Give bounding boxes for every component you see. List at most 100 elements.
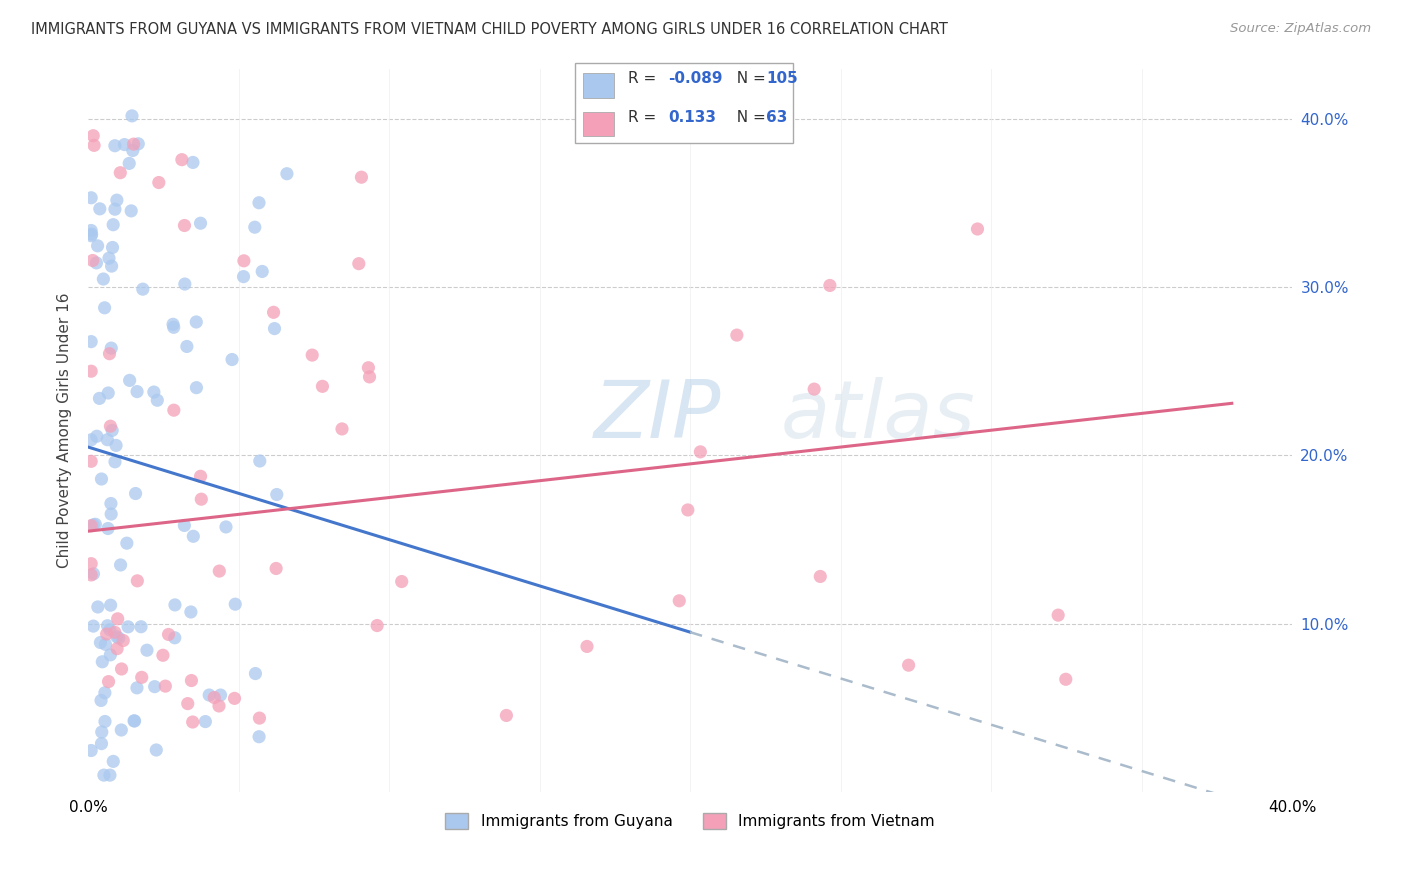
Point [105,630,128,644]
Point [93,301,115,315]
Point [247,195,270,210]
Point [359,370,381,384]
Point [80,433,103,447]
Point [190,469,212,483]
Point [121,144,143,158]
Point [105,438,128,452]
Point [112,633,135,648]
Point [94,714,117,729]
Point [224,597,246,611]
Point [80,518,103,533]
Point [80,743,103,757]
Point [232,269,254,284]
Y-axis label: Child Poverty Among Girls Under 16: Child Poverty Among Girls Under 16 [58,293,72,568]
Point [80,568,103,582]
Text: R =: R = [628,71,662,87]
Point [83,138,105,153]
Point [96,627,118,641]
Point [186,315,208,329]
Point [121,109,143,123]
Point [127,136,149,151]
Point [208,564,231,578]
Point [108,631,131,645]
Point [110,166,132,180]
Point [86,256,108,270]
Text: IMMIGRANTS FROM GUYANA VS IMMIGRANTS FROM VIETNAM CHILD POVERTY AMONG GIRLS UNDE: IMMIGRANTS FROM GUYANA VS IMMIGRANTS FRO… [31,22,948,37]
Text: N =: N = [727,110,775,125]
Point [80,454,103,468]
Point [221,352,243,367]
Point [163,631,186,645]
Point [495,708,517,723]
Point [676,503,699,517]
Point [170,153,193,167]
Text: R =: R = [628,110,666,125]
Point [347,257,370,271]
Point [101,218,124,232]
Text: 0.133: 0.133 [668,110,716,125]
Point [101,240,124,254]
Point [90,472,112,486]
Point [100,259,122,273]
Point [391,574,413,589]
Point [82,128,104,143]
Point [276,167,298,181]
Point [163,403,186,417]
Point [89,392,111,406]
Point [120,203,142,218]
Point [104,138,127,153]
Point [82,253,104,268]
Point [311,379,333,393]
Point [80,223,103,237]
Point [247,730,270,744]
Point [91,655,114,669]
Point [103,755,125,769]
Point [86,239,108,253]
Point [89,202,111,216]
Text: -0.089: -0.089 [668,71,723,87]
Point [142,385,165,400]
Point [124,714,146,728]
Point [118,156,141,170]
Point [98,623,121,637]
Legend: Immigrants from Guyana, Immigrants from Vietnam: Immigrants from Guyana, Immigrants from … [439,806,941,835]
Point [245,666,267,681]
Point [173,277,195,291]
Point [243,220,266,235]
Text: 105: 105 [766,71,799,87]
Point [114,137,136,152]
Point [208,698,231,713]
Point [115,536,138,550]
Point [98,347,121,361]
Point [125,681,148,695]
Point [80,227,103,242]
Point [194,714,217,729]
Point [104,455,127,469]
Point [818,278,841,293]
Point [117,620,139,634]
Point [180,673,202,688]
Text: N =: N = [727,71,770,87]
Point [104,202,127,217]
Point [689,445,711,459]
Point [897,658,920,673]
Point [96,433,118,447]
Point [125,384,148,399]
Point [124,486,146,500]
Point [97,521,120,535]
Point [202,690,225,705]
Point [105,193,128,207]
Point [163,320,186,334]
Text: Source: ZipAtlas.com: Source: ZipAtlas.com [1230,22,1371,36]
Point [100,598,122,612]
Point [725,328,748,343]
Point [107,612,129,626]
Point [100,507,122,521]
Point [143,680,166,694]
Point [131,670,153,684]
Point [350,170,373,185]
Point [180,605,202,619]
Point [94,686,117,700]
Point [266,487,288,501]
Text: atlas: atlas [780,376,976,455]
